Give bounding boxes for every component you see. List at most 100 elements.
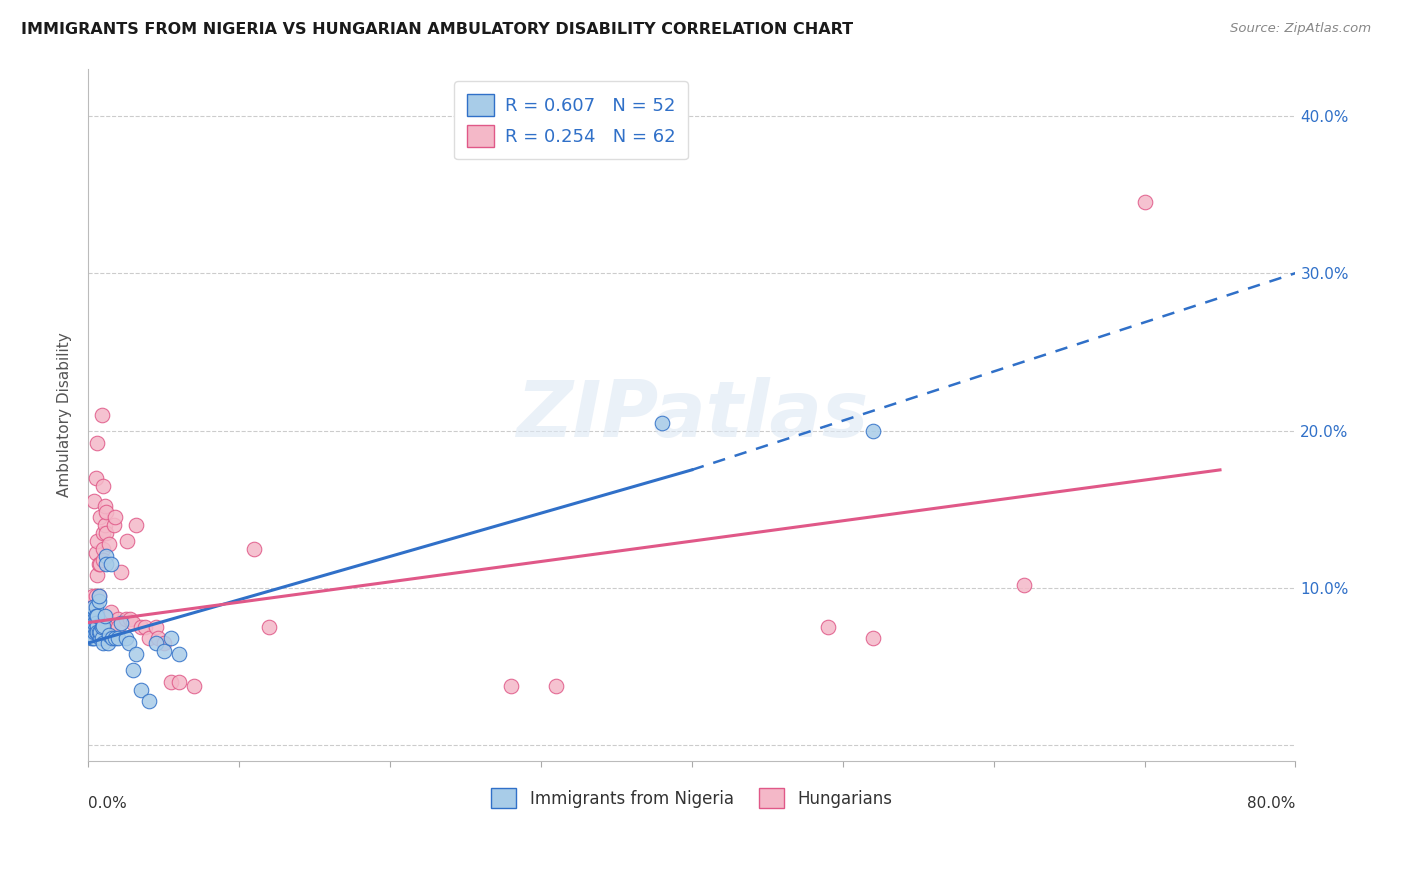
Point (862, 424, 884, 438)
Point (96, 632, 118, 646)
Point (86, 533, 108, 548)
Point (122, 663, 145, 677)
Point (82, 618, 104, 632)
Point (817, 620, 839, 634)
Point (84, 615, 107, 630)
Point (122, 615, 145, 630)
Point (145, 636, 167, 650)
Point (651, 416, 673, 430)
Point (125, 647, 148, 661)
Point (1133, 195, 1156, 210)
Point (544, 679, 567, 693)
Point (91, 618, 114, 632)
Point (80, 620, 103, 634)
Point (87, 593, 110, 607)
Point (89, 510, 111, 524)
Point (138, 632, 160, 646)
Text: ZIPatlas: ZIPatlas (516, 376, 868, 453)
Point (129, 620, 152, 634)
Point (120, 612, 142, 626)
Point (80, 625, 103, 640)
Legend: Immigrants from Nigeria, Hungarians: Immigrants from Nigeria, Hungarians (485, 781, 898, 815)
Point (86, 436, 108, 450)
Point (86, 568, 108, 582)
Point (97, 625, 120, 640)
Point (91, 552, 114, 566)
Point (80, 615, 103, 630)
Point (97, 636, 120, 650)
Point (90, 632, 112, 646)
Point (84, 471, 107, 485)
Point (115, 632, 138, 646)
Point (107, 620, 129, 634)
Point (100, 558, 122, 572)
Point (80, 632, 103, 646)
Point (183, 679, 205, 693)
Point (87, 589, 110, 603)
Text: IMMIGRANTS FROM NIGERIA VS HUNGARIAN AMBULATORY DISABILITY CORRELATION CHART: IMMIGRANTS FROM NIGERIA VS HUNGARIAN AMB… (21, 22, 853, 37)
Point (1012, 578, 1035, 592)
Point (118, 636, 141, 650)
Text: 0.0%: 0.0% (89, 796, 127, 811)
Point (84, 589, 107, 603)
Point (94, 609, 117, 624)
Point (499, 679, 522, 693)
Point (83, 494, 105, 508)
Point (87, 625, 110, 640)
Point (104, 632, 127, 646)
Point (243, 541, 266, 556)
Point (91, 478, 114, 492)
Point (87, 589, 110, 603)
Point (82, 589, 104, 603)
Point (167, 647, 190, 661)
Point (100, 620, 122, 634)
Point (117, 533, 139, 548)
Y-axis label: Ambulatory Disability: Ambulatory Disability (58, 333, 72, 497)
Point (79, 609, 101, 624)
Point (80, 605, 103, 619)
Point (107, 632, 129, 646)
Point (83, 612, 105, 626)
Point (89, 632, 111, 646)
Point (86, 625, 108, 640)
Point (94, 518, 117, 533)
Point (79, 609, 101, 624)
Point (152, 636, 174, 650)
Point (98, 628, 121, 642)
Point (84, 599, 107, 614)
Point (96, 558, 118, 572)
Point (86, 609, 108, 624)
Point (110, 615, 132, 630)
Point (82, 599, 104, 614)
Point (146, 632, 169, 646)
Point (82, 609, 104, 624)
Point (90, 408, 112, 422)
Point (80, 612, 103, 626)
Point (84, 625, 107, 640)
Point (104, 510, 127, 524)
Point (115, 612, 138, 626)
Point (91, 525, 114, 540)
Point (107, 612, 129, 626)
Point (110, 565, 132, 579)
Point (90, 620, 112, 634)
Point (83, 609, 105, 624)
Point (145, 620, 167, 634)
Point (82, 632, 104, 646)
Point (125, 518, 148, 533)
Point (83, 620, 105, 634)
Point (101, 632, 124, 646)
Text: 80.0%: 80.0% (1247, 796, 1295, 811)
Point (100, 605, 122, 619)
Point (89, 558, 111, 572)
Point (257, 620, 280, 634)
Point (167, 675, 190, 690)
Point (84, 546, 107, 560)
Point (91, 636, 114, 650)
Text: Source: ZipAtlas.com: Source: ZipAtlas.com (1230, 22, 1371, 36)
Point (98, 537, 121, 551)
Point (101, 620, 124, 634)
Point (134, 620, 156, 634)
Point (94, 499, 117, 513)
Point (82, 625, 104, 640)
